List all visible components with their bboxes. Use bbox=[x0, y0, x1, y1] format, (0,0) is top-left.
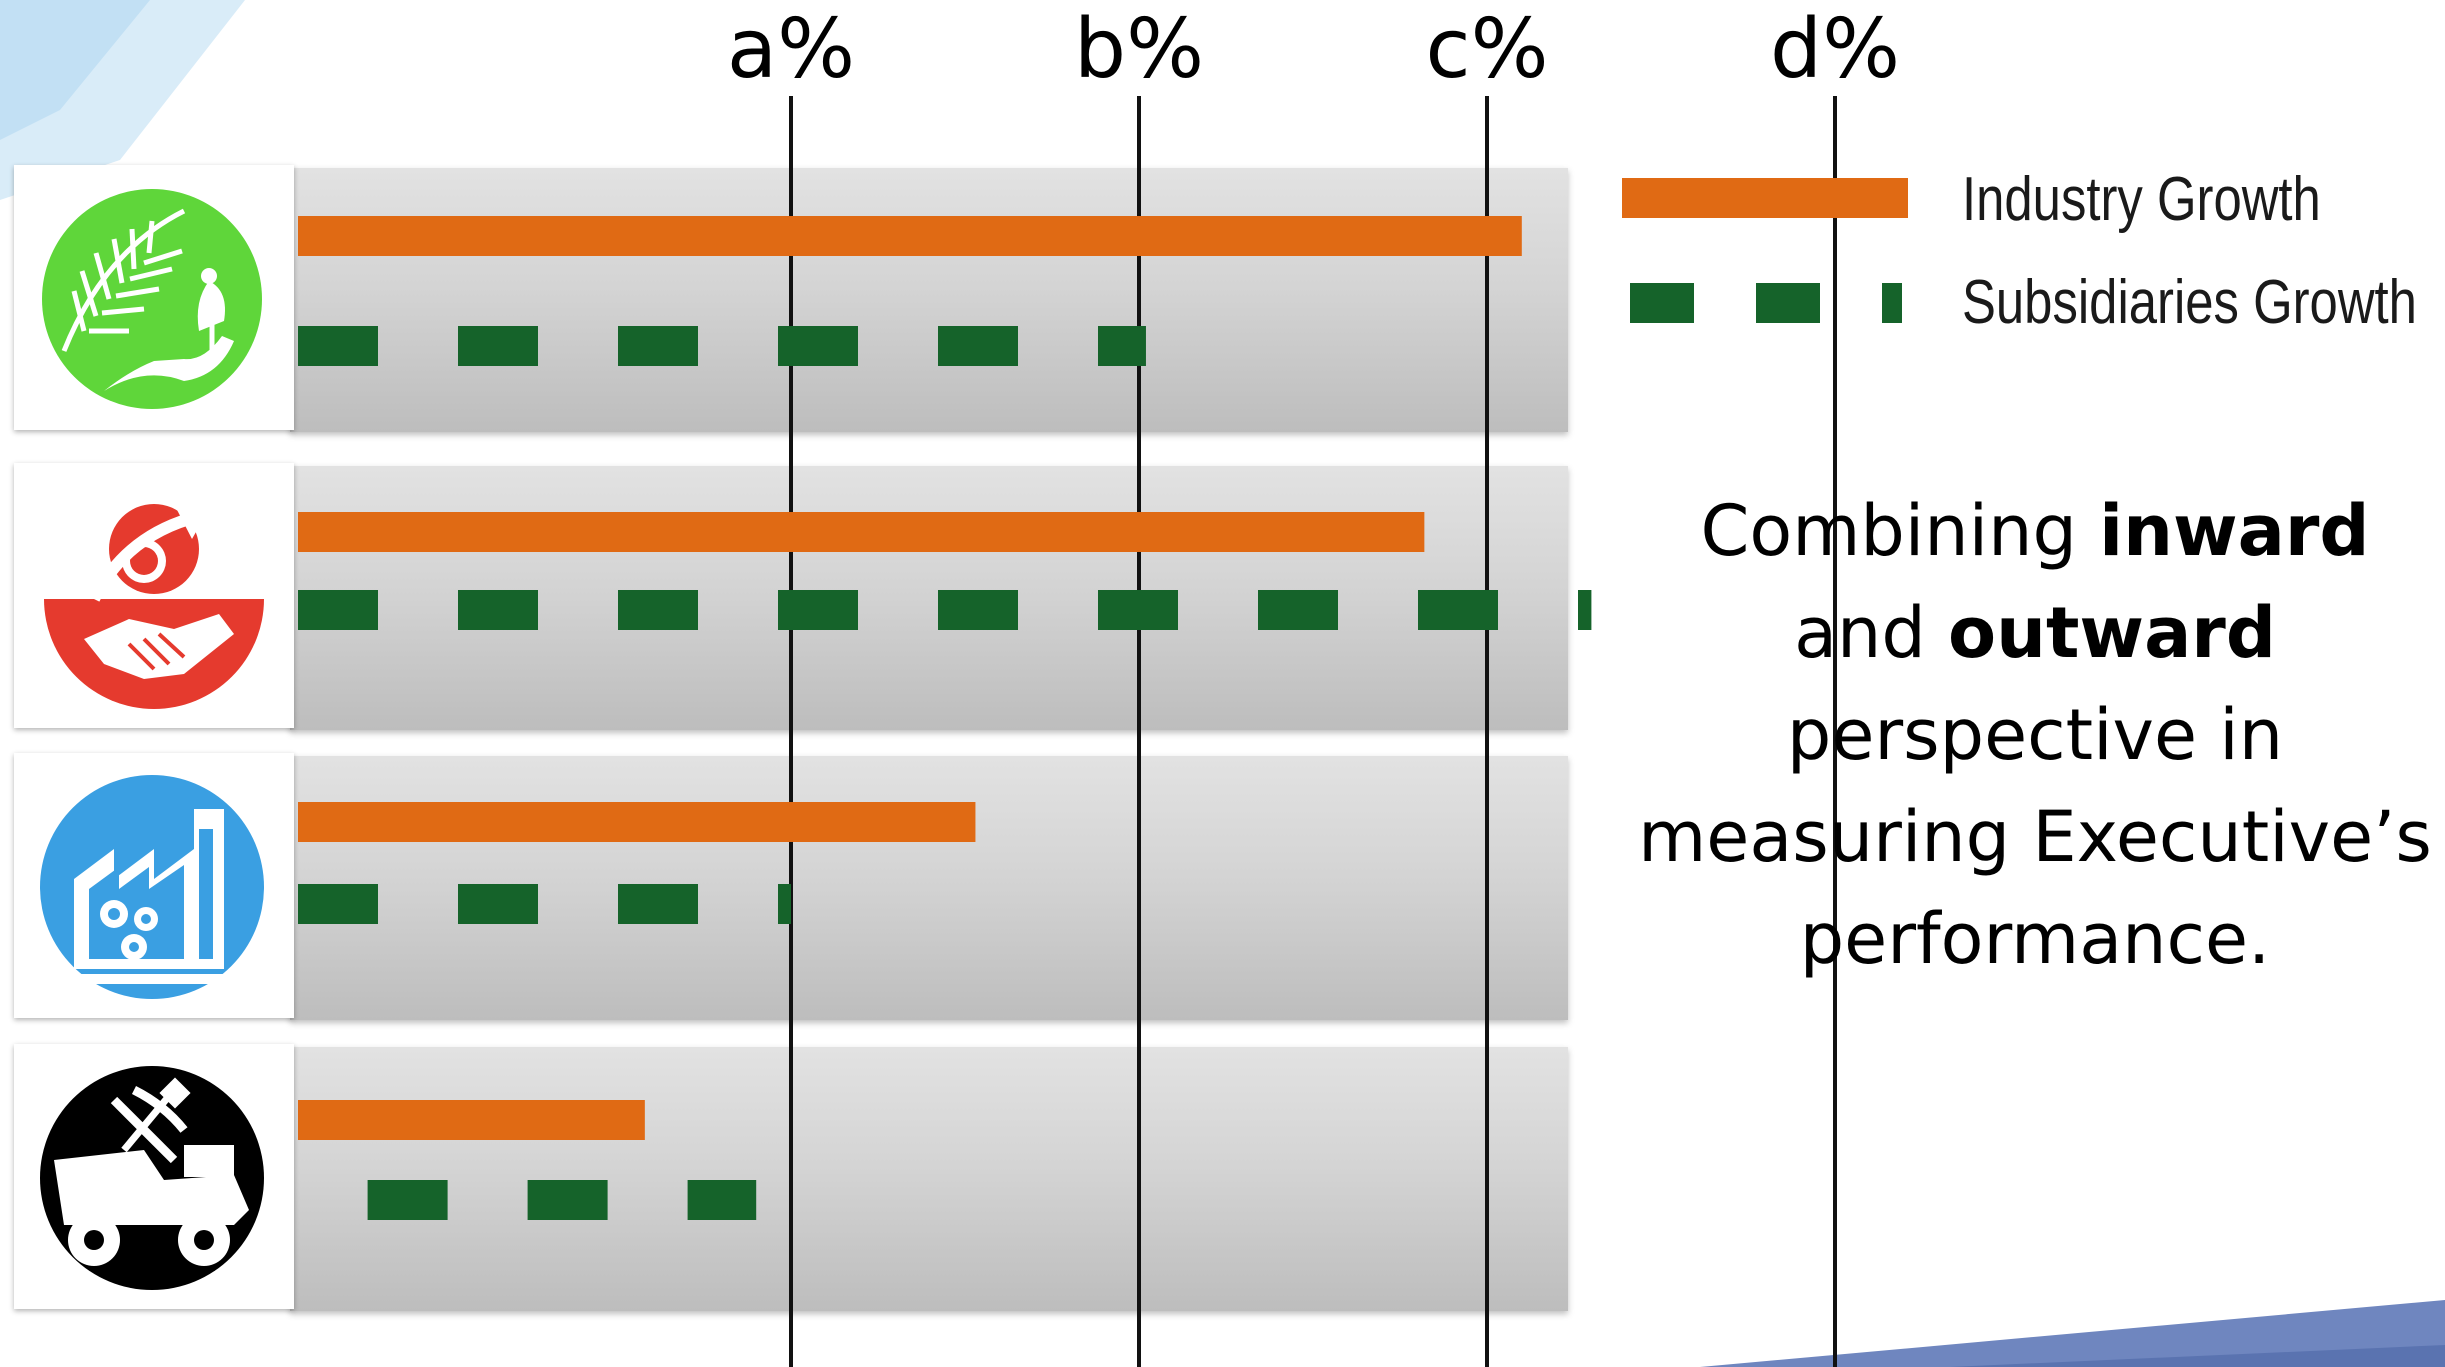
legend-label-subsidiaries-growth: Subsidiaries Growth bbox=[1962, 268, 2417, 337]
row-background-mining bbox=[290, 1047, 1568, 1311]
tick-label-d: d% bbox=[1770, 2, 1900, 97]
category-icon-partnerships bbox=[14, 463, 294, 728]
tick-label-a: a% bbox=[726, 2, 856, 97]
mining-truck-pickaxe-icon bbox=[40, 1066, 264, 1290]
category-icon-industry bbox=[14, 753, 294, 1018]
caption-emphasis-inward: inward bbox=[2099, 490, 2370, 572]
handshake-growth-icon bbox=[44, 504, 264, 709]
row-background-agriculture bbox=[290, 168, 1568, 432]
industry-growth-bar-mining bbox=[298, 1100, 645, 1140]
industry-growth-bar-agriculture bbox=[298, 216, 1522, 256]
category-icon-mining bbox=[14, 1044, 294, 1309]
factory-gears-icon bbox=[40, 775, 264, 999]
tick-label-c: c% bbox=[1425, 2, 1549, 97]
legend-swatch-subsidiaries-growth bbox=[1630, 283, 1902, 323]
corner-decoration-top-left bbox=[0, 0, 245, 200]
legend-swatch-industry-growth bbox=[1622, 178, 1908, 218]
legend-label-industry-growth: Industry Growth bbox=[1962, 165, 2321, 234]
industry-growth-bar-partnerships bbox=[298, 512, 1425, 552]
palm-hand-plant-icon bbox=[42, 189, 262, 409]
category-icon-agriculture bbox=[14, 165, 294, 430]
industry-growth-bar-industry bbox=[298, 802, 976, 842]
tick-label-b: b% bbox=[1074, 2, 1204, 97]
caption-emphasis-outward: outward bbox=[1948, 592, 2276, 674]
caption-text: Combining inward and outward perspective… bbox=[1638, 490, 2432, 980]
